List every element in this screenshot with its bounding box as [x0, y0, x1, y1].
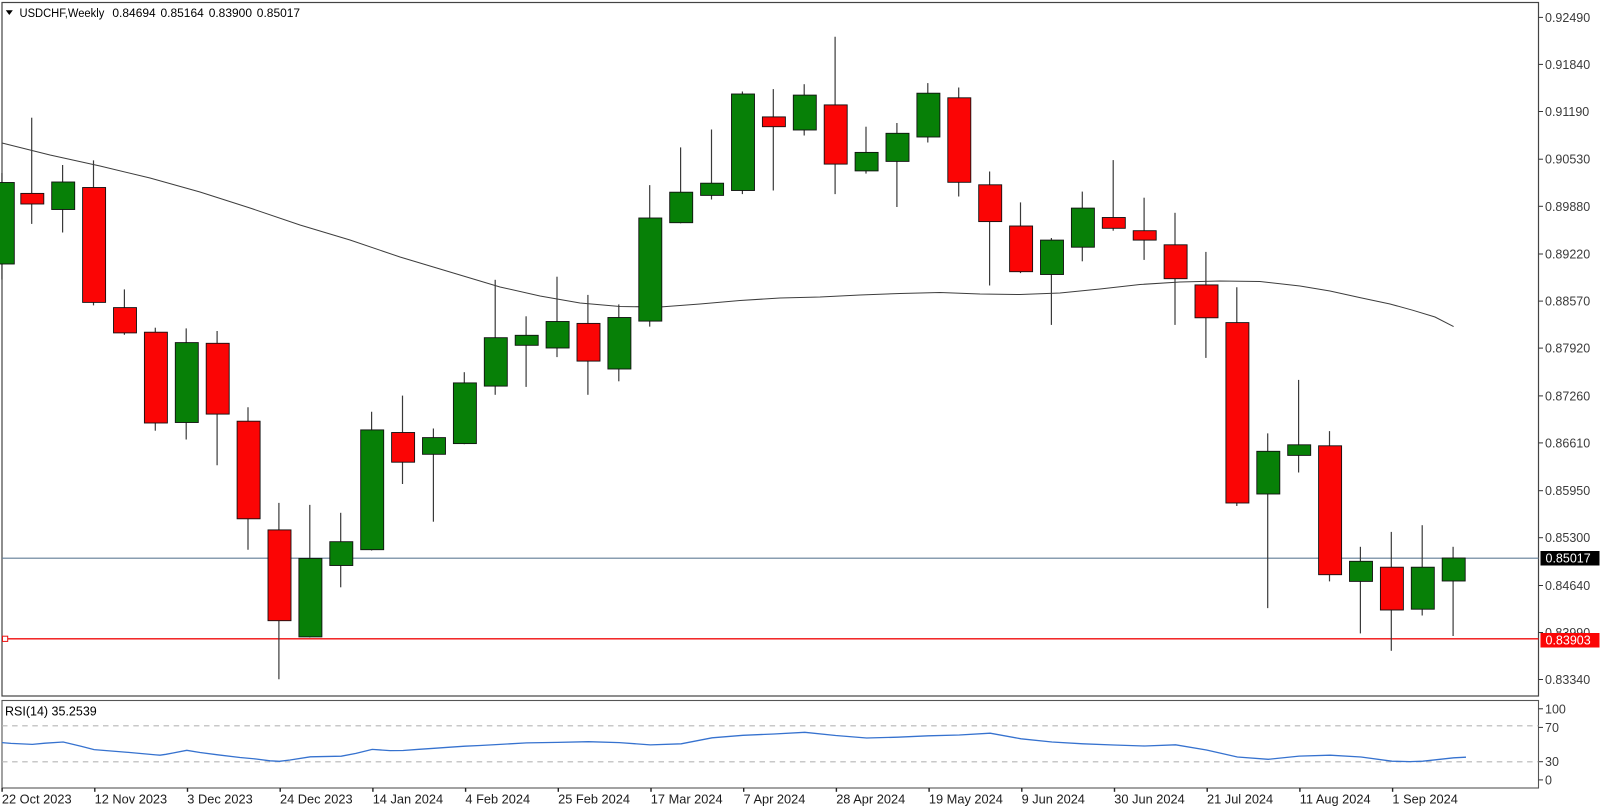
svg-text:0.86610: 0.86610 — [1545, 436, 1590, 450]
svg-text:30 Jun 2024: 30 Jun 2024 — [1114, 792, 1184, 807]
svg-text:30: 30 — [1545, 755, 1559, 769]
svg-text:0.85950: 0.85950 — [1545, 484, 1590, 498]
svg-text:21 Jul 2024: 21 Jul 2024 — [1207, 792, 1273, 807]
svg-text:0.85164: 0.85164 — [161, 6, 204, 20]
svg-text:0.84640: 0.84640 — [1545, 579, 1590, 593]
svg-text:19 May 2024: 19 May 2024 — [929, 792, 1003, 807]
svg-text:1 Sep 2024: 1 Sep 2024 — [1392, 792, 1457, 807]
svg-text:0.85017: 0.85017 — [1546, 552, 1591, 566]
svg-text:0.89880: 0.89880 — [1545, 200, 1590, 214]
svg-text:70: 70 — [1545, 721, 1559, 735]
svg-text:0.83903: 0.83903 — [1546, 634, 1591, 648]
svg-text:0.87920: 0.87920 — [1545, 342, 1590, 356]
svg-text:22 Oct 2023: 22 Oct 2023 — [2, 792, 72, 807]
svg-text:0.90530: 0.90530 — [1545, 153, 1590, 167]
svg-text:0.91190: 0.91190 — [1545, 105, 1589, 119]
svg-text:11 Aug 2024: 11 Aug 2024 — [1300, 792, 1371, 807]
svg-text:0.83340: 0.83340 — [1545, 673, 1590, 687]
svg-text:0.89220: 0.89220 — [1545, 248, 1590, 262]
svg-text:17 Mar 2024: 17 Mar 2024 — [651, 792, 723, 807]
svg-text:0.88570: 0.88570 — [1545, 295, 1590, 309]
svg-text:USDCHF,Weekly: USDCHF,Weekly — [20, 6, 106, 20]
svg-text:100: 100 — [1545, 702, 1566, 716]
svg-text:24 Dec 2023: 24 Dec 2023 — [280, 792, 353, 807]
svg-text:28 Apr 2024: 28 Apr 2024 — [836, 792, 905, 807]
svg-text:0.85300: 0.85300 — [1545, 531, 1590, 545]
svg-text:0.83900: 0.83900 — [209, 6, 252, 20]
svg-text:12 Nov 2023: 12 Nov 2023 — [95, 792, 168, 807]
svg-text:0.92490: 0.92490 — [1545, 11, 1590, 25]
svg-text:0.91840: 0.91840 — [1545, 58, 1590, 72]
svg-text:9 Jun 2024: 9 Jun 2024 — [1022, 792, 1085, 807]
svg-text:4 Feb 2024: 4 Feb 2024 — [465, 792, 530, 807]
svg-text:14 Jan 2024: 14 Jan 2024 — [373, 792, 443, 807]
svg-text:25 Feb 2024: 25 Feb 2024 — [558, 792, 630, 807]
svg-text:0.87260: 0.87260 — [1545, 389, 1590, 403]
svg-text:7 Apr 2024: 7 Apr 2024 — [744, 792, 806, 807]
svg-text:RSI(14) 35.2539: RSI(14) 35.2539 — [5, 705, 97, 719]
svg-text:0.84694: 0.84694 — [112, 6, 155, 20]
svg-text:0.85017: 0.85017 — [257, 6, 300, 20]
svg-text:3 Dec 2023: 3 Dec 2023 — [187, 792, 252, 807]
svg-text:0: 0 — [1545, 773, 1552, 787]
